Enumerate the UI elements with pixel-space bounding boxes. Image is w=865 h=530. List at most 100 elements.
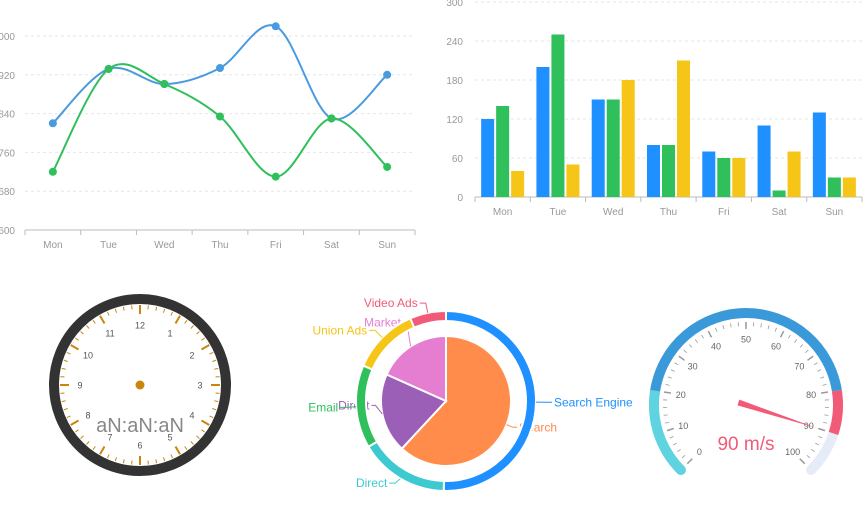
clock-tick <box>155 306 158 311</box>
gauge-tick <box>663 391 672 394</box>
bar-x-tick-label: Mon <box>493 207 512 218</box>
line-y-tick-label: 1000 <box>0 32 15 43</box>
clock-tick <box>170 454 173 459</box>
clock-tick <box>214 400 219 403</box>
line-x-tick-label: Fri <box>270 240 282 251</box>
gauge-tick <box>664 421 669 424</box>
clock-number: 1 <box>167 329 172 339</box>
bar-x-tick-label: Fri <box>718 207 730 218</box>
clock-tick <box>61 367 66 370</box>
gauge-tick <box>715 327 718 332</box>
bar <box>566 164 580 197</box>
line-y-tick-label: 760 <box>0 148 15 159</box>
pie-slice <box>408 309 447 329</box>
gauge-tick <box>787 334 791 339</box>
clock-tick <box>99 445 106 455</box>
clock-tick <box>80 331 84 335</box>
gauge-tick <box>807 355 814 361</box>
pie-label: Email <box>308 400 338 414</box>
gauge-tick <box>767 325 770 330</box>
bar-y-tick-label: 240 <box>446 37 463 48</box>
clock-number: 6 <box>137 441 142 451</box>
gauge-tick <box>683 349 688 354</box>
clock-tick <box>70 344 80 351</box>
gauge-tick <box>813 362 818 366</box>
line-data-point <box>160 80 169 89</box>
clock-tick <box>63 408 68 411</box>
pie-label: Direct <box>356 476 388 490</box>
bar-y-tick-label: 60 <box>452 154 464 165</box>
clock-tick <box>70 419 80 426</box>
gauge-tick <box>701 334 705 339</box>
gauge-tick-label: 60 <box>771 342 781 352</box>
gauge-tick <box>804 349 809 354</box>
gauge-tick <box>824 414 829 416</box>
pie-slice <box>380 373 448 451</box>
bar-y-tick-label: 0 <box>457 193 463 204</box>
clock-tick <box>63 359 68 362</box>
gauge-tick <box>670 369 675 372</box>
clock-tick <box>163 308 166 313</box>
pie-label-line <box>340 406 357 408</box>
pie-label: Market <box>364 316 401 330</box>
gauge-detail-value: 90 m/s <box>717 434 774 455</box>
pie-label-line <box>419 302 429 313</box>
line-data-point <box>271 172 280 181</box>
gauge-tick <box>817 369 822 372</box>
gauge-tick <box>760 323 762 328</box>
line-data-point <box>216 64 224 73</box>
clock-tick <box>92 319 96 324</box>
pie-label: Union Ads <box>312 323 367 337</box>
bar <box>732 158 746 197</box>
gauge-tick <box>799 344 804 348</box>
clock-tick <box>184 446 188 451</box>
pie-slice <box>385 334 447 403</box>
line-data-point <box>104 64 113 73</box>
clock-tick <box>163 457 166 462</box>
bar-x-tick-label: Sat <box>772 207 787 218</box>
line-x-tick-label: Sat <box>324 240 339 251</box>
gauge-tick-label: 20 <box>676 390 686 400</box>
gauge-tick-label: 30 <box>688 362 698 372</box>
gauge-tick-label: 10 <box>678 421 688 431</box>
clock-number: 10 <box>83 351 93 361</box>
nested-pie-chart: Search Direct Market Search Engine Direct Ema… <box>290 280 633 520</box>
clock-tick <box>80 435 84 439</box>
bar <box>757 125 771 197</box>
clock-number: 8 <box>86 411 91 421</box>
clock-tick <box>155 459 158 464</box>
clock-tick <box>86 441 90 445</box>
clock-tick <box>114 457 117 462</box>
clock-number: 3 <box>197 381 202 391</box>
clock: 12 1 2 3 4 5 6 7 8 9 10 11 aN:aN:aN <box>30 280 250 500</box>
bar-x-tick-label: Thu <box>660 207 677 218</box>
clock-tick <box>196 435 200 439</box>
gauge-tick-label: 0 <box>697 447 702 457</box>
gauge-tick <box>681 455 686 459</box>
line-data-point <box>327 114 336 123</box>
gauge-segment-mid <box>650 308 842 392</box>
clock-tick <box>107 454 110 459</box>
clock-tick <box>196 331 200 335</box>
bar <box>772 190 786 197</box>
bar-x-tick-label: Wed <box>603 207 623 218</box>
clock-tick <box>92 446 96 451</box>
speed-gauge: 0 10 20 30 40 50 60 70 80 90 100 90 m/s <box>630 280 865 520</box>
gauge-tick <box>818 436 823 439</box>
line-data-point <box>271 22 280 31</box>
clock-number: 5 <box>167 432 172 442</box>
gauge-tick <box>730 323 732 328</box>
clock-tick <box>122 306 125 311</box>
clock-tick <box>209 352 214 355</box>
clock-tick <box>66 415 71 418</box>
clock-tick <box>74 429 79 433</box>
clock-tick <box>61 400 66 403</box>
pie-label-line <box>371 404 383 415</box>
line-x-tick-label: Sun <box>378 240 396 251</box>
gauge-pointer <box>737 399 817 428</box>
clock-tick <box>86 325 90 329</box>
clock-tick <box>114 308 117 313</box>
clock-tick <box>209 415 214 418</box>
pie-slice <box>355 364 379 449</box>
